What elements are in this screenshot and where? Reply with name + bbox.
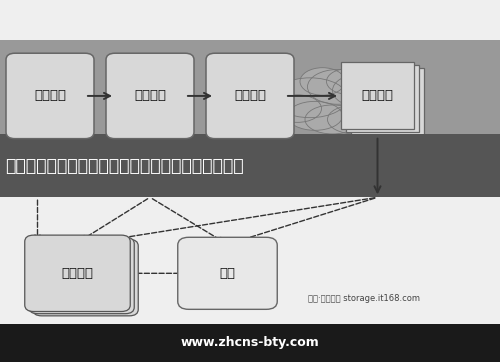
- FancyBboxPatch shape: [25, 235, 130, 311]
- FancyBboxPatch shape: [206, 53, 294, 139]
- Bar: [0, 324, 500, 362]
- Ellipse shape: [350, 97, 405, 127]
- FancyBboxPatch shape: [29, 237, 134, 313]
- FancyBboxPatch shape: [346, 66, 419, 132]
- FancyBboxPatch shape: [33, 240, 138, 316]
- FancyBboxPatch shape: [341, 63, 414, 130]
- Ellipse shape: [274, 95, 322, 122]
- Ellipse shape: [326, 69, 368, 94]
- Text: 管理系统: 管理系统: [134, 89, 166, 102]
- Ellipse shape: [345, 81, 405, 118]
- Ellipse shape: [328, 105, 382, 134]
- Text: 监控: 监控: [220, 267, 236, 280]
- Bar: [0, 40, 500, 138]
- FancyBboxPatch shape: [178, 237, 277, 309]
- Ellipse shape: [288, 101, 343, 130]
- FancyBboxPatch shape: [106, 53, 194, 139]
- Text: 部署工具: 部署工具: [234, 89, 266, 102]
- Text: 云用户端: 云用户端: [34, 89, 66, 102]
- Ellipse shape: [332, 74, 388, 107]
- Text: 服务目录: 服务目录: [62, 267, 94, 280]
- Text: www.zhcns-bty.com: www.zhcns-bty.com: [180, 337, 320, 349]
- Bar: [0, 134, 500, 197]
- FancyBboxPatch shape: [351, 68, 424, 135]
- Ellipse shape: [305, 105, 360, 134]
- Ellipse shape: [272, 78, 347, 118]
- FancyBboxPatch shape: [6, 53, 94, 139]
- Text: 你的·存储频道 storage.it168.com: 你的·存储频道 storage.it168.com: [308, 294, 420, 303]
- Ellipse shape: [308, 70, 368, 104]
- Text: 德甲战术分析方法与实践工具开发研究及其应用探讨: 德甲战术分析方法与实践工具开发研究及其应用探讨: [5, 157, 244, 174]
- Text: 服务器群: 服务器群: [362, 89, 394, 102]
- Ellipse shape: [300, 68, 345, 95]
